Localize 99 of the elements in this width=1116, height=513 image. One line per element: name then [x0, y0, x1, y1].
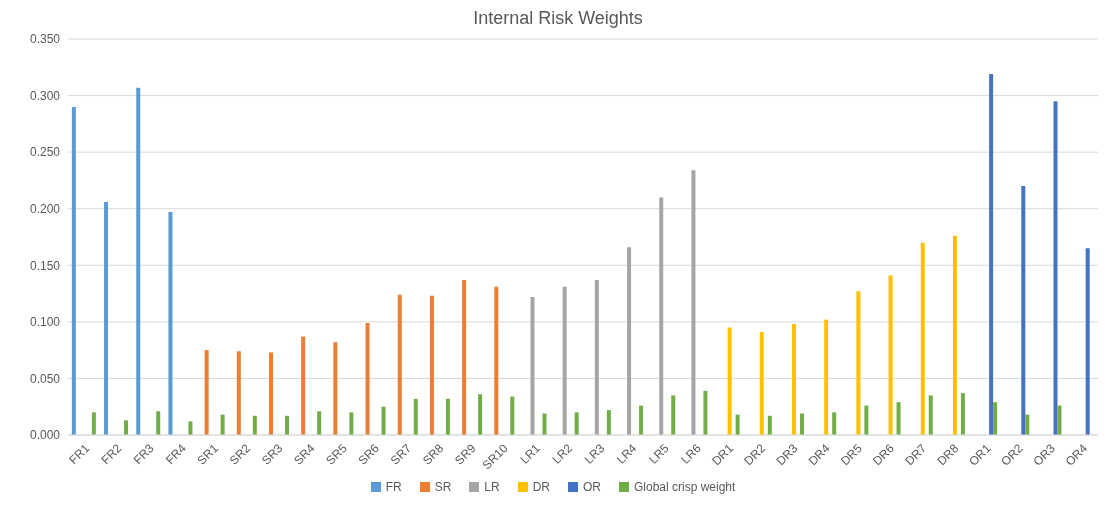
x-tick-label: LR4 — [613, 441, 640, 467]
x-tick-label: OR1 — [966, 441, 994, 469]
x-tick-label: LR1 — [517, 441, 544, 467]
bar — [236, 351, 241, 435]
bar — [168, 212, 173, 435]
bar — [445, 398, 450, 435]
bar — [104, 201, 109, 435]
x-tick-label: SR3 — [258, 441, 286, 468]
bar — [627, 247, 632, 435]
legend-label: FR — [385, 480, 402, 494]
x-tick-label: SR1 — [194, 441, 222, 468]
x-tick-label: FR3 — [130, 441, 157, 468]
bar — [574, 412, 579, 435]
y-tick-label: 0.200 — [29, 201, 61, 216]
bar — [832, 412, 837, 435]
bar — [301, 336, 306, 435]
x-tick-label: SR9 — [452, 441, 479, 468]
bar — [993, 402, 998, 435]
legend-label: SR — [434, 480, 452, 494]
bar — [1057, 405, 1062, 435]
bar — [691, 170, 696, 435]
bar — [530, 296, 535, 435]
x-tick-label: SR6 — [355, 441, 383, 468]
y-tick-label: 0.250 — [29, 145, 61, 160]
bar — [896, 402, 901, 435]
bar — [856, 291, 861, 435]
bar — [333, 342, 338, 435]
bar — [413, 398, 418, 435]
bar — [252, 415, 257, 435]
bar — [799, 413, 804, 435]
bar — [920, 242, 925, 435]
y-tick-label: 0.000 — [29, 428, 61, 443]
bar — [156, 411, 161, 435]
bar — [767, 415, 772, 435]
y-tick-label: 0.350 — [29, 32, 61, 47]
bar — [1025, 414, 1030, 435]
bar — [317, 411, 322, 435]
legend-label: Global crisp weight — [633, 480, 736, 494]
bar — [284, 415, 289, 435]
x-tick-label: SR5 — [323, 441, 350, 468]
bar — [124, 420, 129, 435]
y-tick-label: 0.050 — [29, 371, 61, 386]
bar — [759, 332, 764, 435]
bar — [71, 106, 76, 435]
bar — [188, 421, 193, 435]
bar — [462, 279, 467, 435]
bar — [1053, 101, 1058, 435]
y-tick-label: 0.150 — [29, 258, 61, 273]
x-tick-label: FR1 — [66, 441, 93, 468]
bar — [220, 414, 225, 435]
bar — [136, 87, 141, 435]
bar — [888, 275, 893, 435]
bar — [735, 414, 740, 435]
x-tick-label: FR2 — [98, 441, 125, 468]
bar — [952, 235, 957, 435]
y-tick-label: 0.100 — [29, 315, 61, 330]
bar — [562, 286, 567, 435]
bar — [478, 394, 483, 435]
bar — [397, 294, 402, 435]
x-tick-label: LR2 — [549, 441, 576, 467]
x-tick-label: DR1 — [709, 441, 737, 469]
bar — [824, 319, 829, 435]
legend-label: LR — [484, 480, 500, 494]
bar — [542, 413, 547, 435]
bar — [703, 390, 708, 435]
bar — [91, 412, 96, 435]
bar — [791, 324, 796, 435]
x-tick-label: LR6 — [678, 441, 705, 467]
y-tick-label: 0.300 — [29, 88, 61, 103]
bar — [268, 352, 273, 435]
bar — [727, 327, 732, 435]
bar — [606, 410, 611, 435]
bar — [494, 286, 499, 435]
x-tick-label: LR3 — [581, 441, 608, 467]
bar — [429, 295, 434, 435]
chart-title: Internal Risk Weights — [472, 8, 644, 29]
bar — [204, 350, 209, 435]
bar — [510, 396, 515, 435]
x-tick-label: SR7 — [387, 441, 415, 468]
legend-label: DR — [532, 480, 550, 494]
x-tick-label: SR8 — [419, 441, 447, 468]
x-tick-label: LR5 — [646, 441, 672, 467]
bar — [594, 279, 599, 435]
bar — [928, 395, 933, 435]
bar — [864, 405, 869, 435]
bar — [365, 322, 370, 435]
x-tick-label: SR4 — [291, 441, 318, 468]
bar — [349, 412, 354, 435]
bar — [1085, 248, 1090, 435]
bar — [381, 406, 386, 435]
x-tick-label: SR2 — [226, 441, 254, 468]
bar — [639, 405, 644, 435]
bar — [960, 393, 965, 435]
bar — [659, 197, 664, 435]
bar — [1021, 186, 1026, 435]
legend-label: OR — [582, 480, 601, 494]
bar — [989, 74, 994, 435]
x-tick-label: FR4 — [162, 441, 190, 468]
bar — [671, 395, 676, 435]
